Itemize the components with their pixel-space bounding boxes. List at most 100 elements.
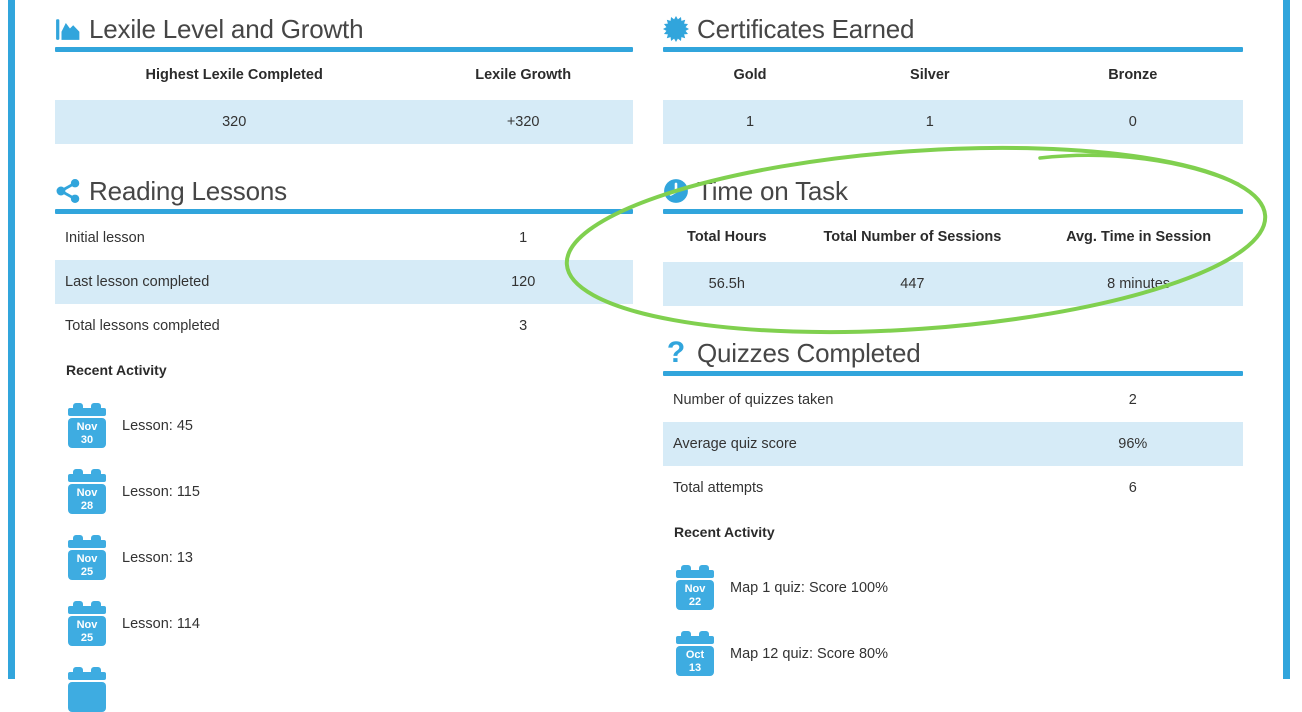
right-column: Certificates Earned Gold Silver Bronze 1… xyxy=(663,0,1243,676)
calendar-month: Nov xyxy=(76,487,98,499)
lexile-table-row: 320 +320 xyxy=(55,100,633,144)
calendar-day: 25 xyxy=(80,565,94,578)
column-header: Avg. Time in Session xyxy=(1066,229,1212,245)
calendar-month: Nov xyxy=(76,619,98,631)
row-value: 1 xyxy=(519,230,528,246)
calendar-icon: Nov 30 xyxy=(68,403,106,448)
table-row: Last lesson completed 120 xyxy=(55,260,633,304)
reading-recent-activity-list: Nov 30 Lesson: 45 Nov 28 Lesson: 115 Nov… xyxy=(55,403,633,712)
calendar-month: Nov xyxy=(76,421,98,433)
silver-count: 1 xyxy=(925,114,934,130)
lexile-section-header: Lexile Level and Growth xyxy=(55,14,633,44)
reading-lessons-title: Reading Lessons xyxy=(89,175,287,206)
quizzes-table: Number of quizzes taken 2 Average quiz s… xyxy=(663,378,1243,510)
list-item-partial xyxy=(55,667,633,712)
quizzes-section: ? Quizzes Completed Number of quizzes ta… xyxy=(663,338,1243,676)
lexile-underline xyxy=(55,47,633,52)
time-on-task-table-row: 56.5h 447 8 minutes xyxy=(663,262,1243,306)
column-header: Bronze xyxy=(1108,67,1158,83)
activity-text: Lesson: 13 xyxy=(122,549,193,566)
certificates-title: Certificates Earned xyxy=(697,13,915,44)
row-value: 2 xyxy=(1128,392,1137,408)
time-on-task-underline xyxy=(663,209,1243,214)
list-item: Nov 25 Lesson: 114 xyxy=(55,601,633,646)
bronze-count: 0 xyxy=(1128,114,1137,130)
calendar-day: 22 xyxy=(688,595,702,608)
column-header: Highest Lexile Completed xyxy=(145,67,323,83)
lexile-growth-value: +320 xyxy=(506,114,540,130)
right-border-bar xyxy=(1283,0,1290,679)
certificate-icon xyxy=(663,16,689,42)
column-header: Silver xyxy=(910,67,950,83)
column-header: Lexile Growth xyxy=(475,67,572,83)
time-on-task-title: Time on Task xyxy=(697,175,848,206)
quizzes-underline xyxy=(663,371,1243,376)
activity-text: Map 1 quiz: Score 100% xyxy=(730,579,888,596)
total-hours-value: 56.5h xyxy=(708,276,745,292)
row-value: 120 xyxy=(511,274,536,290)
certificates-table-row: 1 1 0 xyxy=(663,100,1243,144)
row-value: 3 xyxy=(519,318,528,334)
calendar-day: 13 xyxy=(688,661,702,674)
row-label: Average quiz score xyxy=(673,436,797,452)
list-item: Nov 25 Lesson: 13 xyxy=(55,535,633,580)
list-item: Oct 13 Map 12 quiz: Score 80% xyxy=(663,631,1243,676)
calendar-month: Nov xyxy=(684,583,706,595)
time-on-task-header: Time on Task xyxy=(663,176,1243,206)
row-label: Initial lesson xyxy=(65,230,145,246)
lexile-section: Lexile Level and Growth Highest Lexile C… xyxy=(55,14,633,144)
list-item: Nov 28 Lesson: 115 xyxy=(55,469,633,514)
activity-text: Lesson: 115 xyxy=(122,483,200,500)
list-item: Nov 22 Map 1 quiz: Score 100% xyxy=(663,565,1243,610)
highest-lexile-value: 320 xyxy=(222,114,247,130)
quizzes-header: ? Quizzes Completed xyxy=(663,338,1243,368)
quizzes-recent-activity-list: Nov 22 Map 1 quiz: Score 100% Oct 13 Map… xyxy=(663,565,1243,676)
list-item: Nov 30 Lesson: 45 xyxy=(55,403,633,448)
time-on-task-section: Time on Task Total Hours Total Number of… xyxy=(663,176,1243,306)
row-label: Total lessons completed xyxy=(65,318,220,334)
certificates-section: Certificates Earned Gold Silver Bronze 1… xyxy=(663,14,1243,144)
lexile-section-title: Lexile Level and Growth xyxy=(89,13,364,44)
share-icon xyxy=(55,178,81,204)
recent-activity-label: Recent Activity xyxy=(674,524,775,540)
column-header: Gold xyxy=(733,67,767,83)
reading-lessons-section: Reading Lessons Initial lesson 1 Last le… xyxy=(55,176,633,712)
table-row: Total attempts 6 xyxy=(663,466,1243,510)
calendar-icon: Nov 22 xyxy=(676,565,714,610)
calendar-day: 28 xyxy=(80,499,94,512)
calendar-day: 25 xyxy=(80,631,94,644)
question-mark-icon: ? xyxy=(666,336,686,369)
recent-activity-label: Recent Activity xyxy=(66,362,167,378)
row-value: 6 xyxy=(1128,480,1137,496)
time-on-task-table-headers: Total Hours Total Number of Sessions Avg… xyxy=(663,226,1243,248)
row-value: 96% xyxy=(1118,436,1148,452)
avg-session-time-value: 8 minutes xyxy=(1107,276,1171,292)
total-sessions-value: 447 xyxy=(900,276,925,292)
reading-lessons-table: Initial lesson 1 Last lesson completed 1… xyxy=(55,216,633,348)
left-border-bar xyxy=(8,0,15,679)
certificates-table-headers: Gold Silver Bronze xyxy=(663,64,1243,86)
gold-count: 1 xyxy=(745,114,755,130)
table-row: Average quiz score 96% xyxy=(663,422,1243,466)
column-header: Total Number of Sessions xyxy=(823,229,1002,245)
calendar-icon: Nov 25 xyxy=(68,601,106,646)
left-column: Lexile Level and Growth Highest Lexile C… xyxy=(55,0,633,712)
lexile-table-headers: Highest Lexile Completed Lexile Growth xyxy=(55,64,633,86)
table-row: Initial lesson 1 xyxy=(55,216,633,260)
calendar-icon: Nov 25 xyxy=(68,535,106,580)
row-label: Last lesson completed xyxy=(65,274,210,290)
row-label: Number of quizzes taken xyxy=(673,392,834,408)
calendar-month: Oct xyxy=(685,649,705,661)
calendar-icon: Oct 13 xyxy=(676,631,714,676)
row-label: Total attempts xyxy=(673,480,764,496)
area-chart-icon xyxy=(55,16,81,42)
reading-lessons-header: Reading Lessons xyxy=(55,176,633,206)
table-row: Total lessons completed 3 xyxy=(55,304,633,348)
table-row: Number of quizzes taken 2 xyxy=(663,378,1243,422)
clock-icon xyxy=(663,178,689,204)
quizzes-title: Quizzes Completed xyxy=(697,337,921,368)
calendar-icon xyxy=(68,667,106,712)
activity-text: Lesson: 45 xyxy=(122,417,193,434)
certificates-header: Certificates Earned xyxy=(663,14,1243,44)
activity-text: Lesson: 114 xyxy=(122,615,200,632)
